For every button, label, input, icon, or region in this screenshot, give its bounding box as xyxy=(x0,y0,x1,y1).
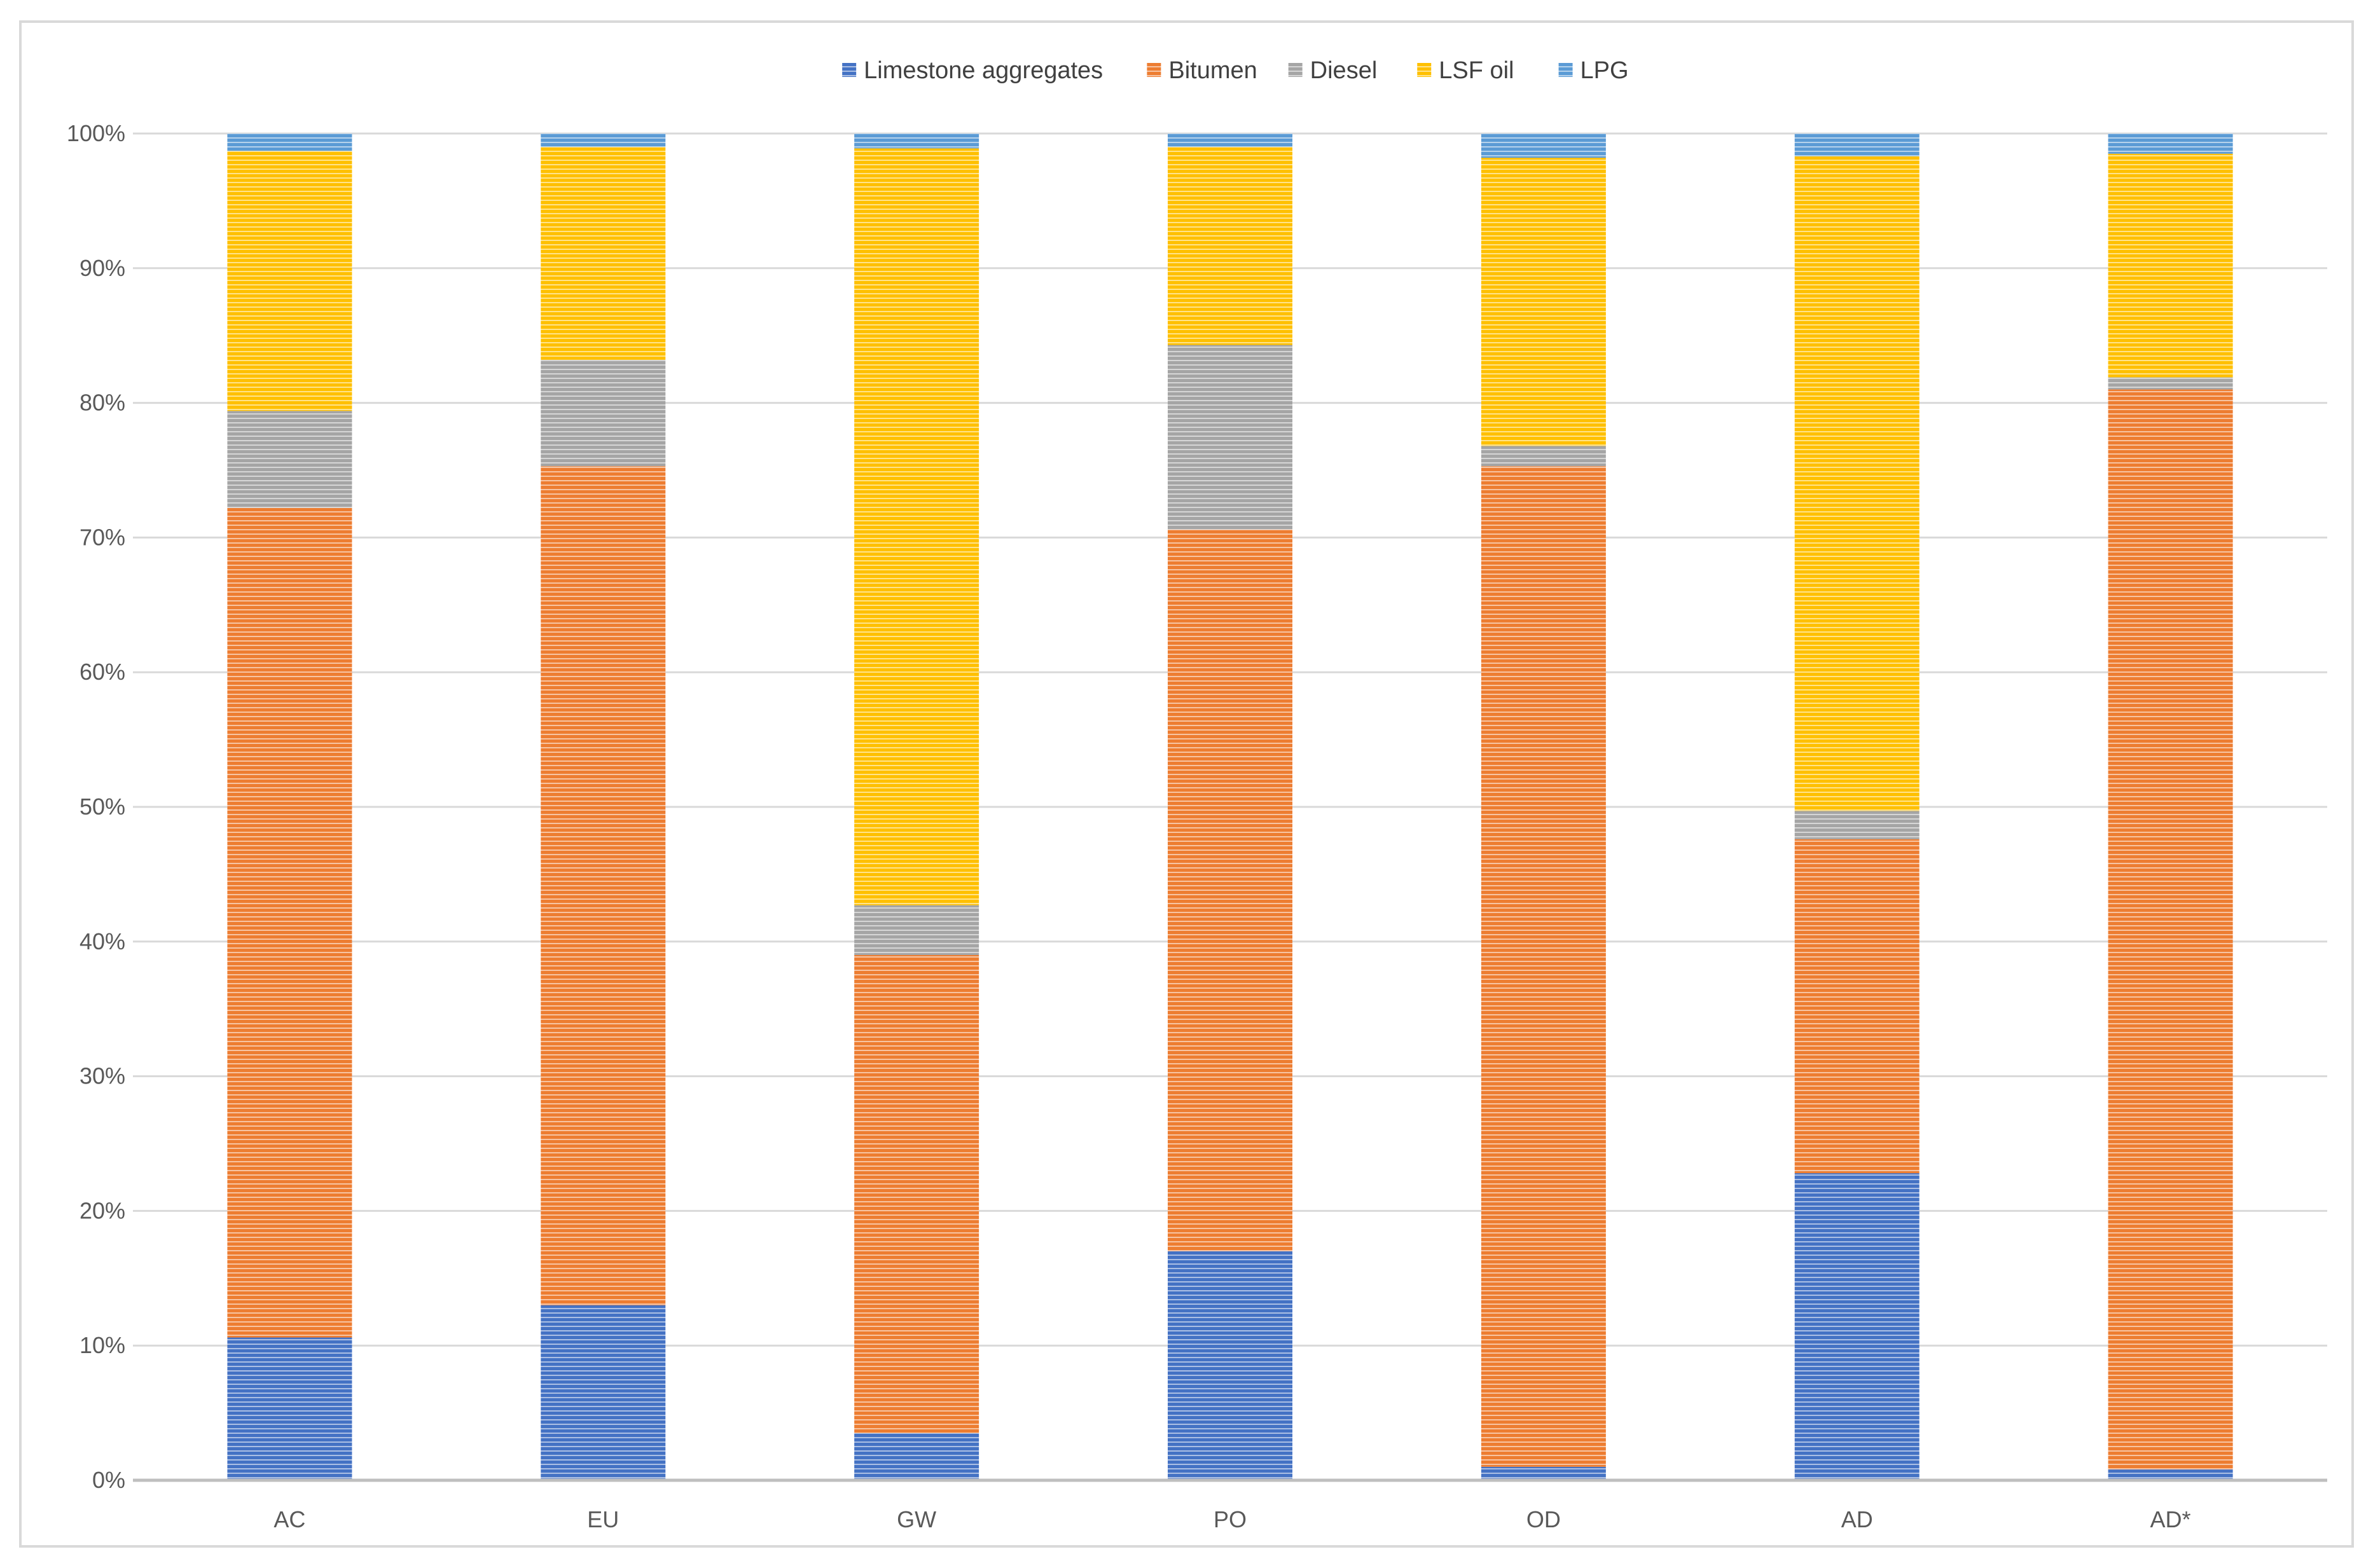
axes: 0% 10% 20% 30% 40% 50% 60% 70% 80% 90% 100% AC EU GW P… xyxy=(67,120,2327,1532)
y-tick-label: 60% xyxy=(80,659,125,685)
y-tick-label: 10% xyxy=(80,1332,125,1358)
legend-label: Diesel xyxy=(1310,57,1378,84)
bar-segment-po-lsf-oil[interactable] xyxy=(1168,147,1292,345)
y-tick-label: 70% xyxy=(80,524,125,550)
bar-segment-eu-diesel[interactable] xyxy=(541,359,666,467)
legend-item-diesel[interactable]: Diesel xyxy=(1288,57,1378,84)
bar-segment-ad-lpg[interactable] xyxy=(1794,134,1920,157)
legend-swatch xyxy=(1147,63,1161,77)
x-tick-label: EU xyxy=(587,1506,619,1532)
y-tick-label: 30% xyxy=(80,1063,125,1089)
x-tick-label: AD* xyxy=(2150,1506,2191,1532)
legend-label: Limestone aggregates xyxy=(864,57,1103,84)
y-tick-label: 0% xyxy=(92,1467,125,1493)
legend: Limestone aggregates Bitumen Diesel LSF oil… xyxy=(842,57,1629,84)
bar-segment-od-lpg[interactable] xyxy=(1481,134,1606,158)
bar-segment-ac-limestone-aggregates[interactable] xyxy=(227,1337,352,1480)
y-tick-label: 50% xyxy=(80,794,125,820)
bar-segment-eu-limestone-aggregates[interactable] xyxy=(541,1305,666,1480)
bar-segment-gw-diesel[interactable] xyxy=(854,905,979,955)
legend-swatch xyxy=(1288,63,1303,77)
legend-swatch xyxy=(842,63,857,77)
y-tick-label: 80% xyxy=(80,390,125,416)
bar-segment-adstar-bitumen[interactable] xyxy=(2108,389,2233,1470)
bar-segment-adstar-lpg[interactable] xyxy=(2108,134,2233,154)
bar-segment-gw-lsf-oil[interactable] xyxy=(854,148,979,905)
bar-segment-ad-limestone-aggregates[interactable] xyxy=(1794,1173,1920,1480)
legend-swatch xyxy=(1417,63,1432,77)
bar-segment-eu-lsf-oil[interactable] xyxy=(541,147,666,360)
legend-item-limestone-aggregates[interactable]: Limestone aggregates xyxy=(842,57,1103,84)
x-tick-label: AC xyxy=(273,1506,305,1532)
legend-item-bitumen[interactable]: Bitumen xyxy=(1147,57,1257,84)
legend-item-lsf-oil[interactable]: LSF oil xyxy=(1417,57,1514,84)
y-tick-label: 20% xyxy=(80,1197,125,1223)
bar-segment-od-diesel[interactable] xyxy=(1481,446,1606,467)
x-tick-label: AD xyxy=(1841,1506,1873,1532)
bar-segment-adstar-limestone-aggregates[interactable] xyxy=(2108,1469,2233,1480)
x-tick-label: PO xyxy=(1214,1506,1247,1532)
bar-segment-po-bitumen[interactable] xyxy=(1168,529,1292,1251)
legend-label: Bitumen xyxy=(1168,57,1257,84)
bar-segment-gw-limestone-aggregates[interactable] xyxy=(854,1433,979,1480)
stacked-bar-chart: 0% 10% 20% 30% 40% 50% 60% 70% 80% 90% 100% AC EU GW P… xyxy=(67,57,2327,1532)
bar-segment-gw-lpg[interactable] xyxy=(854,134,979,149)
bar-segment-po-limestone-aggregates[interactable] xyxy=(1168,1251,1292,1480)
bar-segment-od-bitumen[interactable] xyxy=(1481,466,1606,1467)
x-tick-label: OD xyxy=(1526,1506,1561,1532)
x-tick-label: GW xyxy=(897,1506,936,1532)
bar-segment-ac-diesel[interactable] xyxy=(227,411,352,508)
bar-segment-ad-lsf-oil[interactable] xyxy=(1794,156,1920,811)
legend-label: LPG xyxy=(1581,57,1629,84)
legend-item-lpg[interactable]: LPG xyxy=(1558,57,1629,84)
bar-segment-od-limestone-aggregates[interactable] xyxy=(1481,1466,1606,1480)
y-tick-label: 90% xyxy=(80,255,125,281)
bar-segment-eu-bitumen[interactable] xyxy=(541,466,666,1305)
bar-segment-ad-diesel[interactable] xyxy=(1794,811,1920,839)
bar-segment-adstar-lsf-oil[interactable] xyxy=(2108,153,2233,378)
y-tick-label: 40% xyxy=(80,928,125,954)
bar-segment-ad-bitumen[interactable] xyxy=(1794,839,1920,1174)
bar-segment-ac-lpg[interactable] xyxy=(227,134,352,151)
bar-segment-eu-lpg[interactable] xyxy=(541,134,666,148)
bars xyxy=(227,134,2233,1480)
legend-label: LSF oil xyxy=(1439,57,1514,84)
bar-segment-adstar-diesel[interactable] xyxy=(2108,377,2233,390)
bar-segment-po-diesel[interactable] xyxy=(1168,345,1292,530)
y-tick-label: 100% xyxy=(67,120,125,146)
bar-segment-ac-lsf-oil[interactable] xyxy=(227,151,352,411)
bar-segment-ac-bitumen[interactable] xyxy=(227,507,352,1338)
legend-swatch xyxy=(1558,63,1573,77)
bar-segment-gw-bitumen[interactable] xyxy=(854,954,979,1433)
bar-segment-od-lsf-oil[interactable] xyxy=(1481,158,1606,446)
chart-frame: 0% 10% 20% 30% 40% 50% 60% 70% 80% 90% 100% AC EU GW P… xyxy=(19,20,2354,1548)
bar-segment-po-lpg[interactable] xyxy=(1168,134,1292,148)
